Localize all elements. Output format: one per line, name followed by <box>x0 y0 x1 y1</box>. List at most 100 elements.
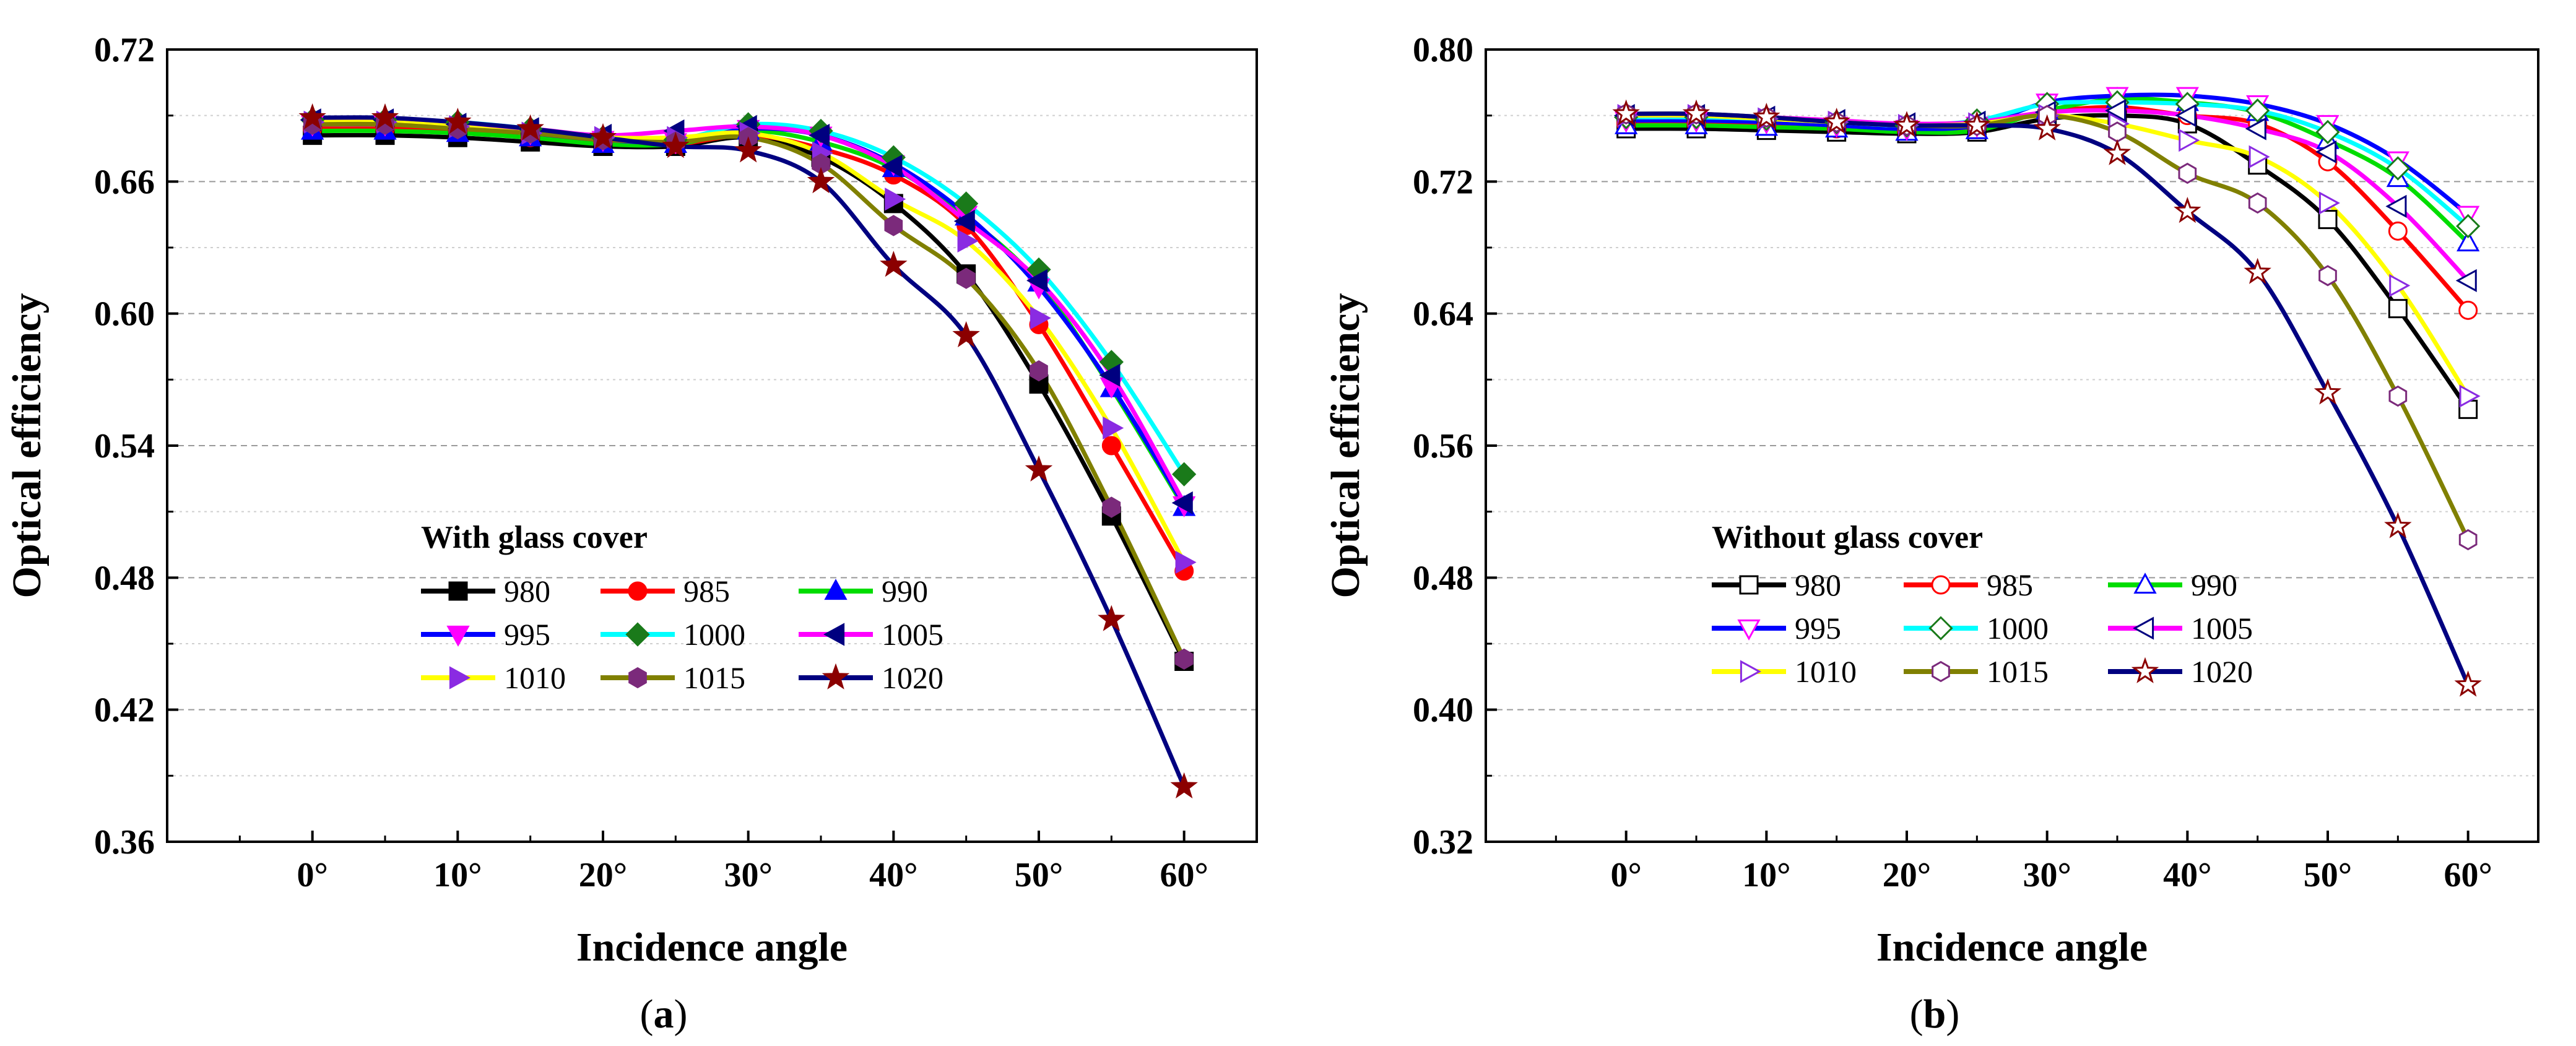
legend-label-995: 995 <box>504 617 550 652</box>
x-tick-label: 0° <box>297 856 327 894</box>
y-tick-label: 0.40 <box>1413 691 1473 730</box>
data-point-1020 <box>1025 455 1053 482</box>
data-point-1010 <box>1030 306 1051 330</box>
data-point-1020 <box>1963 111 1991 137</box>
data-point-1015 <box>884 215 903 236</box>
legend-marker-1015 <box>1932 660 1950 683</box>
data-point-1015 <box>2178 162 2197 184</box>
data-point-1005 <box>881 154 903 178</box>
data-point-1000 <box>954 191 979 216</box>
data-point-1010 <box>2179 129 2200 152</box>
data-point-1020 <box>371 103 399 130</box>
data-point-1020 <box>1170 772 1198 799</box>
data-point-1020 <box>807 166 835 194</box>
chart-panel-a: 0.36 0.42 0.48 0.54 0.60 0.66 0.72 0° 10° 20° 30° 4… <box>4 31 1258 970</box>
data-point-1015 <box>1030 360 1048 382</box>
data-point-1020 <box>1823 107 1850 134</box>
y-tick-label: 0.64 <box>1413 295 1473 334</box>
data-point-1020 <box>1753 102 1780 129</box>
legend-label-1010: 1010 <box>1795 654 1857 689</box>
data-point-1020 <box>2384 512 2412 538</box>
data-point-1000 <box>1172 462 1197 486</box>
x-tick-label: 40° <box>869 856 917 894</box>
data-point-1015 <box>2388 385 2408 407</box>
y-tick-label: 0.80 <box>1413 31 1473 69</box>
data-point-1005 <box>2455 269 2477 292</box>
legend-marker-1005 <box>2133 616 2154 640</box>
legend-label-1005: 1005 <box>882 617 943 652</box>
data-point-1005 <box>809 124 830 147</box>
data-point-1010 <box>885 188 906 211</box>
data-point-1005 <box>2245 117 2266 140</box>
legend-marker-1010 <box>449 666 471 689</box>
x-tick-label: 30° <box>2023 856 2071 894</box>
data-point-1020 <box>2174 196 2201 223</box>
data-point-1020 <box>2454 670 2482 697</box>
legend-marker-990 <box>2133 573 2157 594</box>
legend-marker-985 <box>1931 575 1951 595</box>
legend-label-1015: 1015 <box>683 660 745 695</box>
series-line-1020 <box>1626 111 2470 686</box>
x-tick-label: 40° <box>2163 856 2211 894</box>
data-point-1015 <box>1174 648 1194 670</box>
legend-label-985: 985 <box>1987 568 2033 602</box>
legend-label-1000: 1000 <box>1987 611 2049 646</box>
legend-marker-995 <box>1737 619 1761 641</box>
legend-label-990: 990 <box>2191 568 2237 602</box>
y-tick-label: 0.66 <box>94 163 155 201</box>
y-tick-label: 0.56 <box>1413 427 1473 465</box>
data-point-1005 <box>2385 194 2407 218</box>
caption-a-letter: a <box>654 992 674 1037</box>
y-axis-title: Optical efficiency <box>4 293 50 598</box>
x-tick-label: 60° <box>2444 856 2492 894</box>
data-point-1015 <box>956 267 976 289</box>
caption-b: (b) <box>1910 992 1960 1037</box>
legend-marker-1000 <box>1928 616 1953 641</box>
data-point-1005 <box>2105 99 2127 123</box>
x-tick-label: 50° <box>1015 856 1063 894</box>
legend-label-1000: 1000 <box>683 617 745 652</box>
legend-marker-990 <box>824 579 848 600</box>
legend-label-995: 995 <box>1795 611 1841 646</box>
x-tick-label: 30° <box>724 856 772 894</box>
series-line-1015 <box>1626 111 2470 541</box>
data-point-985 <box>2388 221 2408 241</box>
data-point-1000 <box>2385 156 2410 181</box>
chart-panel-b: 0.32 0.40 0.48 0.56 0.64 0.72 0.80 0° 10° 20° 30° 4… <box>1323 31 2539 970</box>
legend-marker-980 <box>1739 575 1759 595</box>
data-point-1020 <box>1098 605 1125 631</box>
caption-a: (a) <box>640 992 688 1037</box>
legend-label-1020: 1020 <box>2191 654 2253 689</box>
legend-marker-1010 <box>1740 660 1761 683</box>
data-point-1020 <box>516 114 544 140</box>
data-point-1000 <box>2245 98 2270 123</box>
data-point-1010 <box>957 229 979 253</box>
x-tick-label: 60° <box>1160 856 1208 894</box>
data-point-1020 <box>2244 257 2271 284</box>
data-point-980 <box>2388 299 2408 319</box>
data-point-1020 <box>952 321 980 348</box>
legend-marker-1015 <box>628 667 647 689</box>
x-tick-label: 10° <box>433 856 482 894</box>
legend-marker-1000 <box>625 622 650 647</box>
data-point-1005 <box>1171 491 1193 515</box>
data-point-1010 <box>2389 274 2411 297</box>
data-point-1020 <box>589 123 617 150</box>
data-point-1010 <box>1103 416 1124 440</box>
data-point-1015 <box>2248 192 2267 214</box>
series-line-990 <box>312 128 1186 509</box>
legend-marker-980 <box>448 581 468 601</box>
legend-label-1020: 1020 <box>882 660 943 695</box>
series-line-1020 <box>312 115 1186 788</box>
data-point-1005 <box>1099 363 1121 387</box>
y-tick-label: 0.42 <box>94 691 155 730</box>
data-point-1010 <box>2318 191 2340 215</box>
x-tick-label: 50° <box>2304 856 2352 894</box>
legend-label-985: 985 <box>683 574 730 608</box>
legend-label-990: 990 <box>882 574 928 608</box>
caption-b-letter: b <box>1923 992 1946 1037</box>
series-line-1015 <box>312 121 1186 660</box>
data-point-1015 <box>1102 496 1121 518</box>
legend-marker-995 <box>446 625 470 647</box>
data-point-1005 <box>953 209 975 233</box>
